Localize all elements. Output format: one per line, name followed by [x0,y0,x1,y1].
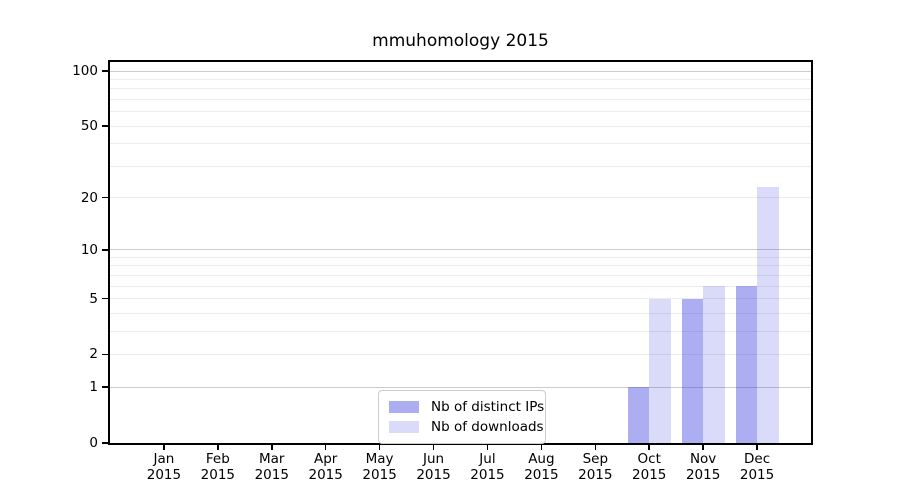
x-tick-label-aug-2015: Aug 2015 [524,451,559,483]
x-tick-label-feb-2015: Feb 2015 [200,451,236,483]
x-tick-label-nov-2015: Nov 2015 [685,451,721,483]
minor-gridline-20 [110,197,811,199]
y-tick-label-20: 20 [80,189,98,206]
y-tick-label-0: 0 [89,435,98,451]
bar-nb-of-distinct-ips-oct-2015 [627,387,650,443]
major-gridline-100 [110,70,811,72]
y-tick-label-2: 2 [89,346,98,363]
legend-item-distinct-ips: Nb of distinct IPs [389,397,544,417]
x-tick-label-jan-2015: Jan 2015 [146,451,182,483]
legend: Nb of distinct IPs Nb of downloads [378,390,546,444]
x-tick-label-jun-2015: Jun 2015 [416,451,451,483]
bar-nb-of-distinct-ips-nov-2015 [681,298,704,443]
minor-gridline-7 [110,274,811,276]
x-tick-label-mar-2015: Mar 2015 [254,451,289,483]
minor-gridline-40 [110,143,811,145]
y-tick-label-10: 10 [80,241,98,258]
minor-gridline-30 [110,165,811,167]
bar-nb-of-downloads-oct-2015 [649,298,671,443]
minor-gridline-9 [110,256,811,258]
minor-gridline-60 [110,111,811,113]
x-tick-label-apr-2015: Apr 2015 [308,451,343,483]
minor-gridline-90 [110,78,811,80]
minor-gridline-80 [110,88,811,90]
major-gridline-10 [110,249,811,251]
bar-nb-of-downloads-dec-2015 [757,186,779,443]
x-tick-label-may-2015: May 2015 [362,451,397,483]
plot-area: Nb of distinct IPs Nb of downloads [108,60,813,445]
y-tick-label-50: 50 [80,118,98,135]
minor-gridline-3 [110,330,811,332]
x-tick-label-sep-2015: Sep 2015 [578,451,613,483]
bar-nb-of-downloads-nov-2015 [703,286,725,443]
chart-title: mmuhomology 2015 [372,31,549,51]
y-tick-label-1: 1 [89,379,98,396]
minor-gridline-2 [110,353,811,355]
legend-swatch-downloads [389,421,419,433]
minor-gridline-70 [110,98,811,100]
minor-gridline-8 [110,265,811,267]
x-tick-label-dec-2015: Dec 2015 [739,451,775,483]
y-tick-label-100: 100 [72,63,98,80]
legend-item-downloads: Nb of downloads [389,417,544,437]
legend-swatch-distinct-ips [389,401,419,413]
bars-layer [110,62,811,443]
gridlines-layer [110,62,811,443]
minor-gridline-4 [110,312,811,314]
bar-nb-of-distinct-ips-dec-2015 [735,286,758,443]
minor-gridline-6 [110,285,811,287]
x-tick-label-jul-2015: Jul 2015 [470,451,505,483]
minor-gridline-50 [110,125,811,127]
y-tick-label-5: 5 [89,290,98,307]
major-gridline-1 [110,386,811,388]
x-tick-label-oct-2015: Oct 2015 [632,451,667,483]
minor-gridline-5 [110,298,811,300]
legend-label-distinct-ips: Nb of distinct IPs [431,399,545,415]
legend-label-downloads: Nb of downloads [431,419,544,435]
